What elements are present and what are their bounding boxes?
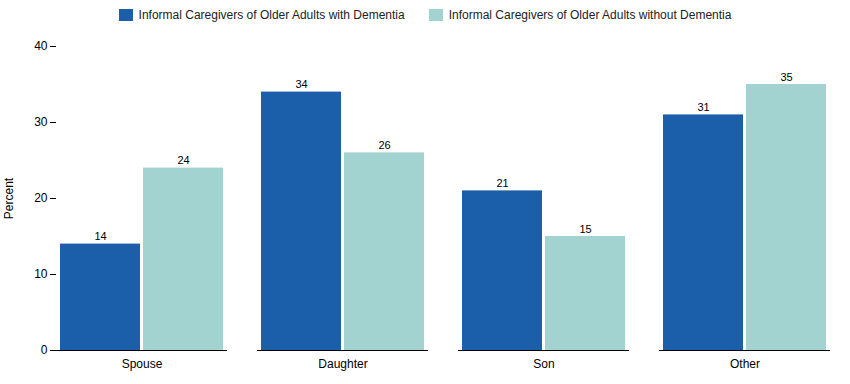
svg-text:14: 14 xyxy=(94,230,106,242)
svg-text:10: 10 xyxy=(34,267,48,281)
svg-text:Other: Other xyxy=(730,357,760,371)
svg-text:21: 21 xyxy=(496,177,508,189)
svg-text:Percent: Percent xyxy=(2,177,16,219)
svg-text:40: 40 xyxy=(34,39,48,53)
svg-text:Son: Son xyxy=(533,357,554,371)
svg-text:20: 20 xyxy=(34,191,48,205)
svg-text:15: 15 xyxy=(579,223,591,235)
html-text:Informal Caregivers of Older A: Informal Caregivers of Older Adults with… xyxy=(448,8,732,22)
svg-text:34: 34 xyxy=(295,78,307,90)
svg-text:0: 0 xyxy=(41,343,48,357)
svg-text:24: 24 xyxy=(177,154,189,166)
html-text:Informal Caregivers of Older A: Informal Caregivers of Older Adults with… xyxy=(138,8,405,22)
svg-text:Daughter: Daughter xyxy=(318,357,367,371)
svg-text:Spouse: Spouse xyxy=(122,357,163,371)
svg-text:35: 35 xyxy=(780,71,792,83)
svg-text:30: 30 xyxy=(34,115,48,129)
svg-text:31: 31 xyxy=(697,101,709,113)
svg-text:26: 26 xyxy=(378,139,390,151)
